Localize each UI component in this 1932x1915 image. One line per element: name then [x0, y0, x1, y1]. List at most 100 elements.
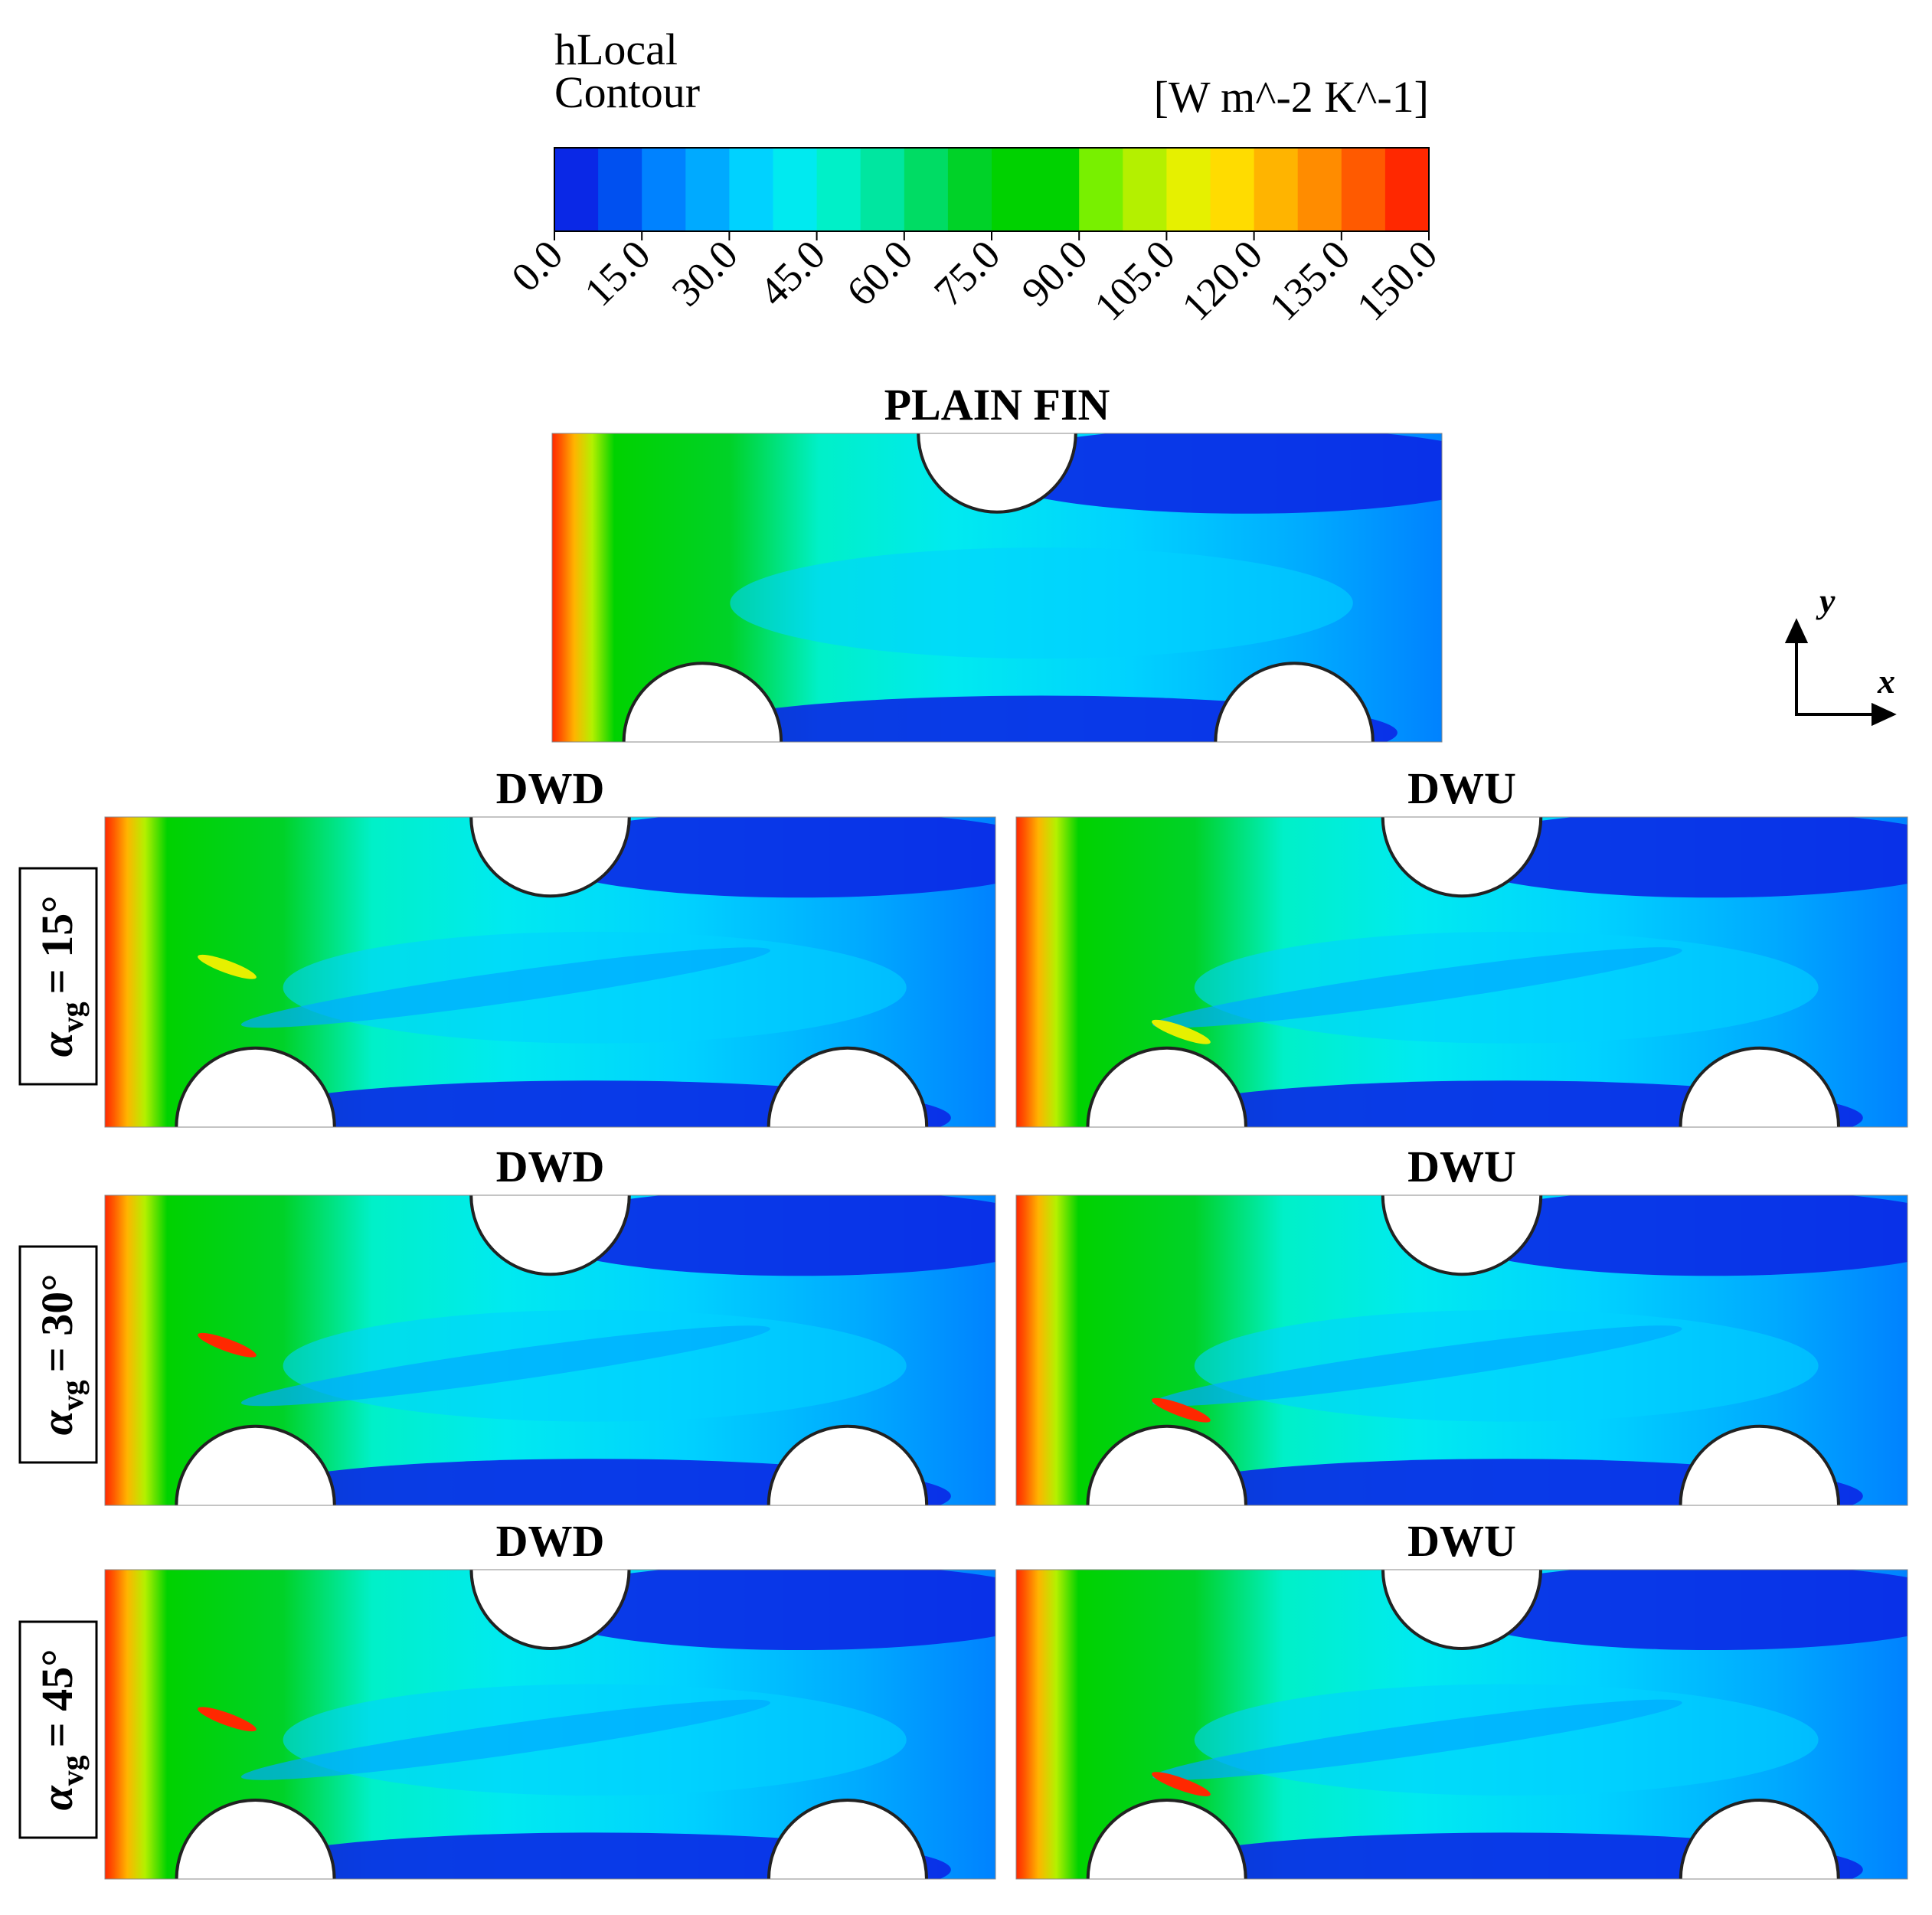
axis-indicator [1784, 618, 1897, 727]
colorbar-tick-label: 0.0 [502, 231, 571, 300]
contour-panel [1016, 817, 1907, 1127]
vortex-streak [240, 947, 770, 1028]
panel-title: DWD [496, 763, 605, 813]
colorbar-band [1341, 148, 1386, 231]
y-axis-label: y [1816, 581, 1836, 620]
tube [1381, 1570, 1542, 1650]
panel-title: DWD [496, 1142, 605, 1191]
tube [1086, 1799, 1247, 1879]
contour-panel [552, 433, 1442, 742]
vortex-streak [1152, 1699, 1682, 1780]
y-arrow-head [1784, 618, 1809, 643]
panel-frame [1015, 1194, 1908, 1506]
colorbar-band [1166, 148, 1211, 231]
row-label-value: = 45° [32, 1649, 82, 1748]
tube [1086, 1046, 1247, 1127]
row-label-value: = 15° [32, 896, 82, 995]
tube [175, 1424, 336, 1505]
tube [767, 1046, 929, 1127]
tube [767, 1424, 929, 1505]
tube [917, 433, 1077, 514]
colorbar-band [904, 148, 949, 231]
row-label-box [18, 1245, 98, 1464]
colorbar-band [1254, 148, 1299, 231]
low-region [1443, 1195, 1907, 1276]
colorbar-band [860, 148, 905, 231]
colorbar-band [1035, 148, 1080, 231]
low-region [1443, 817, 1907, 898]
contour-panel [105, 1570, 995, 1879]
row-label-symbol: α [32, 1031, 82, 1057]
colorbar-band [1210, 148, 1255, 231]
row-label-symbol: α [32, 1785, 82, 1810]
low-region [532, 1195, 995, 1276]
tube [1381, 817, 1543, 898]
panel-title: DWU [1407, 1142, 1516, 1191]
vortex-core [198, 1707, 257, 1732]
colorbar-tick-label: 150.0 [1348, 231, 1446, 329]
panel-frame [104, 1194, 996, 1506]
panel-frame [551, 433, 1443, 743]
panel-title: DWD [496, 1516, 605, 1566]
colorbar-tick-label: 105.0 [1086, 231, 1184, 329]
tube [469, 817, 631, 898]
contour-panel [1016, 1195, 1907, 1505]
contour-panel [105, 817, 995, 1127]
tube [1214, 662, 1375, 742]
colorbar-band [1079, 148, 1123, 231]
tube [1679, 1799, 1840, 1879]
panel-title: DWU [1407, 1516, 1516, 1566]
low-region [1443, 1570, 1907, 1651]
colorbar-tick-label: 90.0 [1012, 231, 1096, 315]
panel-title: PLAIN FIN [884, 380, 1110, 430]
colorbar-subtitle: Contour [554, 67, 700, 117]
contour-panel [1016, 1570, 1907, 1879]
low-region [532, 817, 995, 898]
row-label-value: = 30° [32, 1274, 82, 1373]
x-axis-label: x [1877, 662, 1895, 701]
vortex-core [1152, 1397, 1211, 1423]
colorbar-tick-label: 75.0 [925, 231, 1008, 315]
vortex-core [1152, 1019, 1211, 1044]
colorbar-unit: [W m^-2 K^-1] [1154, 72, 1429, 122]
colorbar-band [992, 148, 1036, 231]
panel-title: DWU [1407, 763, 1516, 813]
vortex-streak [240, 1699, 770, 1780]
colorbar-tick-label: 60.0 [838, 231, 921, 315]
tube [767, 1799, 928, 1879]
vortex-core [1152, 1772, 1211, 1796]
colorbar-band [554, 148, 599, 231]
colorbar-band [598, 148, 642, 231]
colorbar-tick-label: 15.0 [575, 231, 659, 315]
colorbar-band [642, 148, 686, 231]
row-label-box [18, 867, 98, 1086]
row-label-subscript: vg [55, 1002, 90, 1032]
row-label: αvg = 45° [32, 1649, 90, 1811]
colorbar-band [773, 148, 818, 231]
tube [469, 1570, 631, 1650]
panel-frame [1015, 1569, 1908, 1880]
colorbar-band [729, 148, 773, 231]
colorbar-tick-label: 45.0 [750, 231, 834, 315]
panel-frame [1015, 816, 1908, 1128]
colorbar-band [816, 148, 861, 231]
vortex-streak [1152, 1325, 1682, 1407]
low-region [979, 433, 1442, 514]
vortex-core [198, 954, 257, 979]
colorbar-band [947, 148, 992, 231]
colorbar-band [1297, 148, 1342, 231]
row-label: αvg = 30° [32, 1274, 90, 1436]
colorbar-tick-label: 30.0 [663, 231, 747, 315]
tube [622, 662, 783, 742]
tube [1679, 1424, 1840, 1505]
row-label-subscript: vg [55, 1755, 90, 1786]
tube [1679, 1046, 1840, 1127]
mid-region [730, 547, 1353, 659]
vortex-streak [1152, 947, 1682, 1028]
tube [175, 1046, 336, 1127]
colorbar-band [685, 148, 730, 231]
row-label: αvg = 15° [32, 896, 90, 1057]
colorbar-title: hLocal [554, 25, 678, 74]
row-label-box [18, 1620, 98, 1839]
